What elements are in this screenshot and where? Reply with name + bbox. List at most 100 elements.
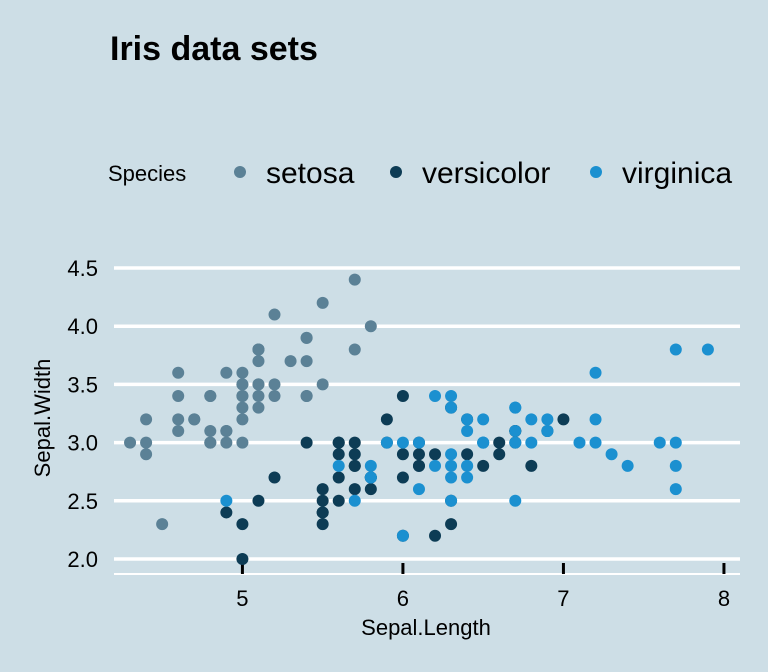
y-axis-label: Sepal.Width [30,359,55,478]
point-versicolor [348,436,361,449]
legend-marker-setosa [234,166,246,178]
point-virginica [669,436,682,449]
point-virginica [621,459,634,472]
point-setosa [124,436,137,449]
point-virginica [605,448,618,461]
point-setosa [236,378,249,391]
point-versicolor [396,448,409,461]
point-versicolor [316,483,329,496]
point-setosa [188,413,201,426]
point-versicolor [477,459,490,472]
point-virginica [589,366,602,379]
point-setosa [364,320,377,333]
point-versicolor [332,471,345,484]
point-setosa [284,355,297,368]
point-versicolor [316,494,329,507]
point-versicolor [429,529,442,542]
point-versicolor [332,494,345,507]
grid-lines [114,266,740,561]
legend-label-versicolor: versicolor [422,157,550,190]
x-tick-label: 5 [236,586,248,611]
point-virginica [412,483,425,496]
point-virginica [589,436,602,449]
x-tick-label: 8 [718,586,730,611]
y-tick-label: 2.0 [67,547,98,572]
point-setosa [252,378,265,391]
point-setosa [140,436,153,449]
point-versicolor [412,459,425,472]
point-virginica [364,459,377,472]
point-virginica [445,471,458,484]
point-versicolor [461,448,474,461]
point-virginica [429,390,442,403]
point-virginica [332,459,345,472]
point-setosa [172,366,185,379]
point-versicolor [445,518,458,531]
x-tick-label: 7 [557,586,569,611]
y-tick-label: 4.0 [67,314,98,339]
point-virginica [509,424,522,437]
point-versicolor [396,471,409,484]
y-tick-label: 3.0 [67,431,98,456]
point-setosa [236,436,249,449]
point-setosa [300,390,313,403]
point-versicolor [236,553,249,565]
legend-title: Species [108,161,186,186]
point-setosa [204,424,217,437]
point-setosa [300,355,313,368]
point-versicolor [525,459,538,472]
point-versicolor [429,448,442,461]
point-versicolor [300,436,313,449]
point-virginica [445,401,458,414]
point-setosa [172,390,185,403]
point-virginica [445,459,458,472]
point-virginica [348,494,361,507]
point-virginica [509,401,522,414]
point-versicolor [252,494,265,507]
point-virginica [364,471,377,484]
point-virginica [461,424,474,437]
point-setosa [236,413,249,426]
point-setosa [236,366,249,379]
legend-marker-versicolor [390,166,402,178]
x-axis: 5 6 7 8 [114,563,740,611]
point-setosa [220,366,233,379]
point-virginica [525,436,538,449]
point-setosa [140,448,153,461]
point-setosa [204,390,217,403]
point-virginica [220,494,233,507]
legend-label-virginica: virginica [622,157,732,190]
point-virginica [541,413,554,426]
point-virginica [461,459,474,472]
point-virginica [477,413,490,426]
point-versicolor [493,436,506,449]
point-virginica [445,494,458,507]
point-setosa [268,378,281,391]
point-versicolor [348,483,361,496]
point-versicolor [412,448,425,461]
point-versicolor [348,448,361,461]
point-setosa [156,518,169,531]
point-setosa [316,378,329,391]
x-tick-label: 6 [397,586,409,611]
point-setosa [348,273,361,286]
point-virginica [589,413,602,426]
point-setosa [172,413,185,426]
point-versicolor [557,413,570,426]
point-virginica [653,436,666,449]
legend-marker-virginica [590,166,602,178]
point-setosa [220,424,233,437]
point-versicolor [316,506,329,519]
x-axis-label: Sepal.Length [361,615,491,640]
point-virginica [461,471,474,484]
y-tick-label: 2.5 [67,489,98,514]
point-setosa [252,343,265,356]
y-axis: 2.0 2.5 3.0 3.5 4.0 4.5 [67,256,98,572]
point-virginica [669,483,682,496]
point-virginica [669,459,682,472]
point-setosa [268,308,281,321]
point-setosa [204,436,217,449]
point-virginica [396,529,409,542]
point-virginica [669,343,682,356]
point-virginica [701,343,714,356]
